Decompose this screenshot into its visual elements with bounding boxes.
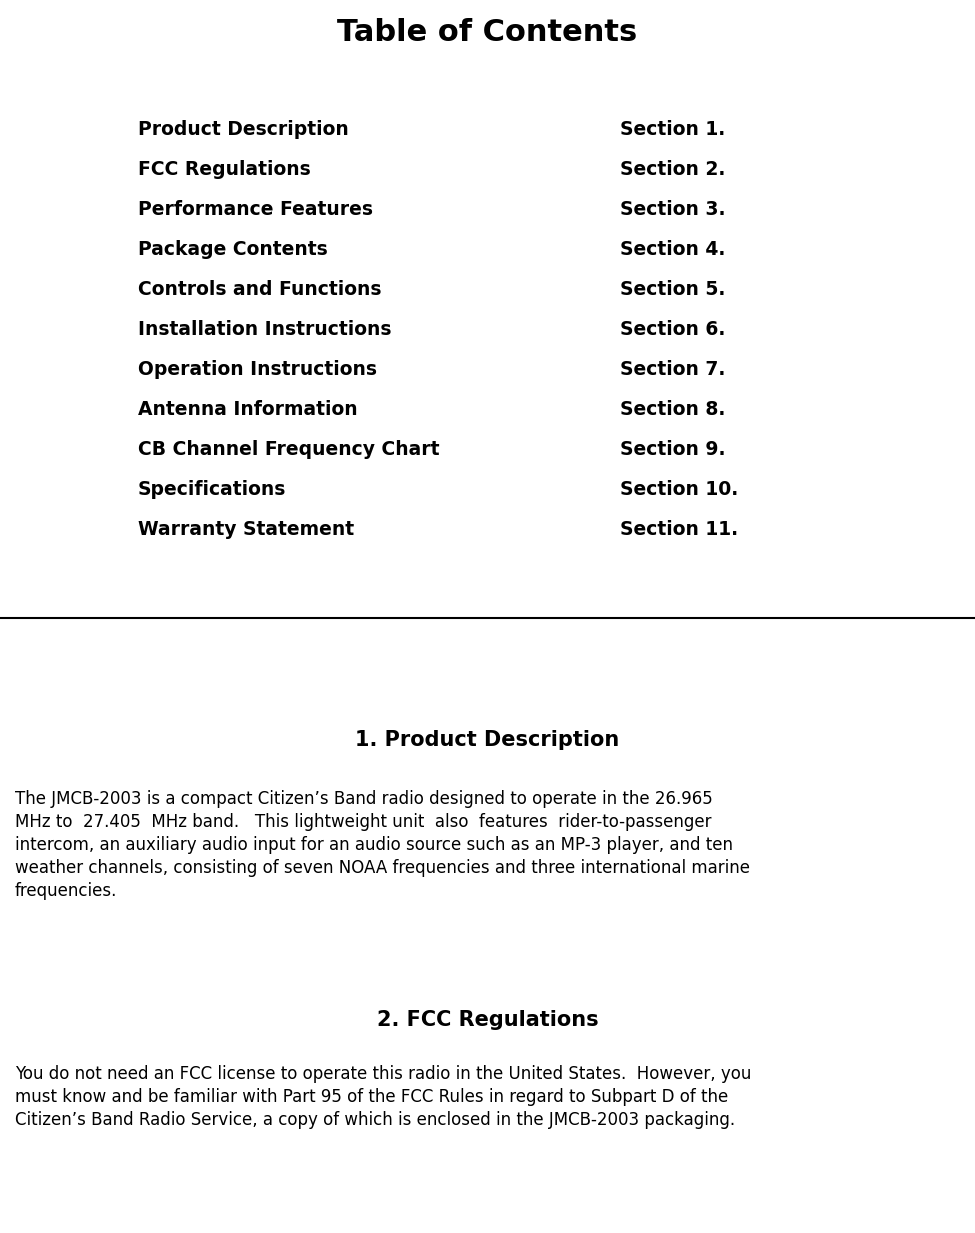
Text: Section 11.: Section 11. bbox=[620, 520, 738, 539]
Text: You do not need an FCC license to operate this radio in the United States.  Howe: You do not need an FCC license to operat… bbox=[15, 1065, 752, 1083]
Text: Product Description: Product Description bbox=[138, 120, 349, 139]
Text: Controls and Functions: Controls and Functions bbox=[138, 280, 381, 298]
Text: Section 7.: Section 7. bbox=[620, 360, 725, 379]
Text: Section 5.: Section 5. bbox=[620, 280, 725, 298]
Text: CB Channel Frequency Chart: CB Channel Frequency Chart bbox=[138, 440, 440, 459]
Text: Package Contents: Package Contents bbox=[138, 240, 328, 259]
Text: Installation Instructions: Installation Instructions bbox=[138, 321, 392, 339]
Text: Table of Contents: Table of Contents bbox=[337, 18, 638, 47]
Text: FCC Regulations: FCC Regulations bbox=[138, 160, 311, 179]
Text: Citizen’s Band Radio Service, a copy of which is enclosed in the JMCB-2003 packa: Citizen’s Band Radio Service, a copy of … bbox=[15, 1111, 735, 1129]
Text: Warranty Statement: Warranty Statement bbox=[138, 520, 354, 539]
Text: Performance Features: Performance Features bbox=[138, 200, 373, 219]
Text: Antenna Information: Antenna Information bbox=[138, 399, 358, 419]
Text: weather channels, consisting of seven NOAA frequencies and three international m: weather channels, consisting of seven NO… bbox=[15, 859, 750, 877]
Text: Section 8.: Section 8. bbox=[620, 399, 725, 419]
Text: 1. Product Description: 1. Product Description bbox=[355, 730, 620, 750]
Text: Section 6.: Section 6. bbox=[620, 321, 725, 339]
Text: MHz to  27.405  MHz band.   This lightweight unit  also  features  rider-to-pass: MHz to 27.405 MHz band. This lightweight… bbox=[15, 813, 712, 831]
Text: Section 2.: Section 2. bbox=[620, 160, 725, 179]
Text: The JMCB-2003 is a compact Citizen’s Band radio designed to operate in the 26.96: The JMCB-2003 is a compact Citizen’s Ban… bbox=[15, 790, 713, 808]
Text: Operation Instructions: Operation Instructions bbox=[138, 360, 377, 379]
Text: Specifications: Specifications bbox=[138, 480, 287, 499]
Text: frequencies.: frequencies. bbox=[15, 882, 117, 900]
Text: must know and be familiar with Part 95 of the FCC Rules in regard to Subpart D o: must know and be familiar with Part 95 o… bbox=[15, 1088, 728, 1106]
Text: 2. FCC Regulations: 2. FCC Regulations bbox=[376, 1010, 599, 1030]
Text: Section 10.: Section 10. bbox=[620, 480, 738, 499]
Text: Section 3.: Section 3. bbox=[620, 200, 725, 219]
Text: intercom, an auxiliary audio input for an audio source such as an MP-3 player, a: intercom, an auxiliary audio input for a… bbox=[15, 836, 733, 854]
Text: Section 1.: Section 1. bbox=[620, 120, 725, 139]
Text: Section 9.: Section 9. bbox=[620, 440, 725, 459]
Text: Section 4.: Section 4. bbox=[620, 240, 725, 259]
